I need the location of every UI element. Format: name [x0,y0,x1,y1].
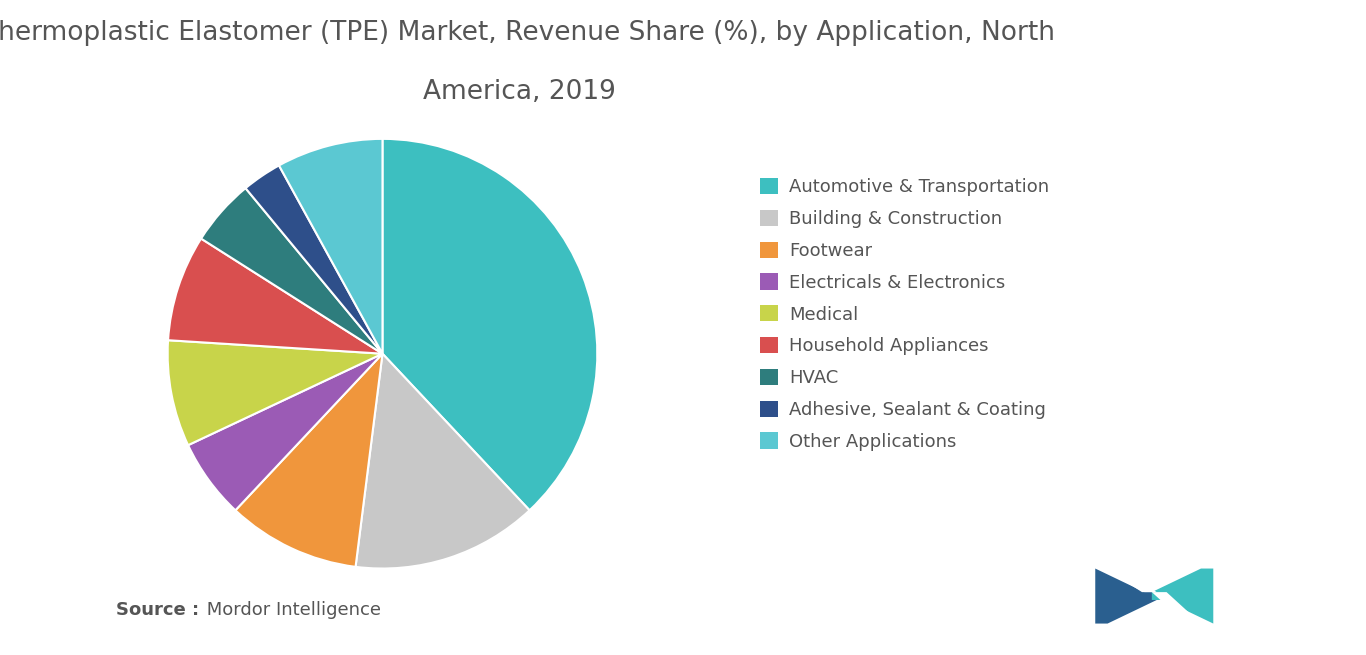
Text: Mordor Intelligence: Mordor Intelligence [201,601,381,619]
Legend: Automotive & Transportation, Building & Construction, Footwear, Electricals & El: Automotive & Transportation, Building & … [761,178,1049,451]
Polygon shape [1096,569,1157,624]
Wedge shape [246,166,382,354]
Wedge shape [189,354,382,510]
Wedge shape [201,188,382,354]
Text: Thermoplastic Elastomer (TPE) Market, Revenue Share (%), by Application, North: Thermoplastic Elastomer (TPE) Market, Re… [0,20,1056,46]
Wedge shape [168,238,382,354]
Wedge shape [382,139,597,510]
Polygon shape [1152,592,1201,624]
Polygon shape [1152,569,1213,624]
Wedge shape [355,354,530,569]
Wedge shape [168,340,382,445]
Text: Source :: Source : [116,601,199,619]
Wedge shape [235,354,382,567]
Wedge shape [279,139,382,354]
Text: America, 2019: America, 2019 [422,79,616,105]
Polygon shape [1105,569,1157,592]
